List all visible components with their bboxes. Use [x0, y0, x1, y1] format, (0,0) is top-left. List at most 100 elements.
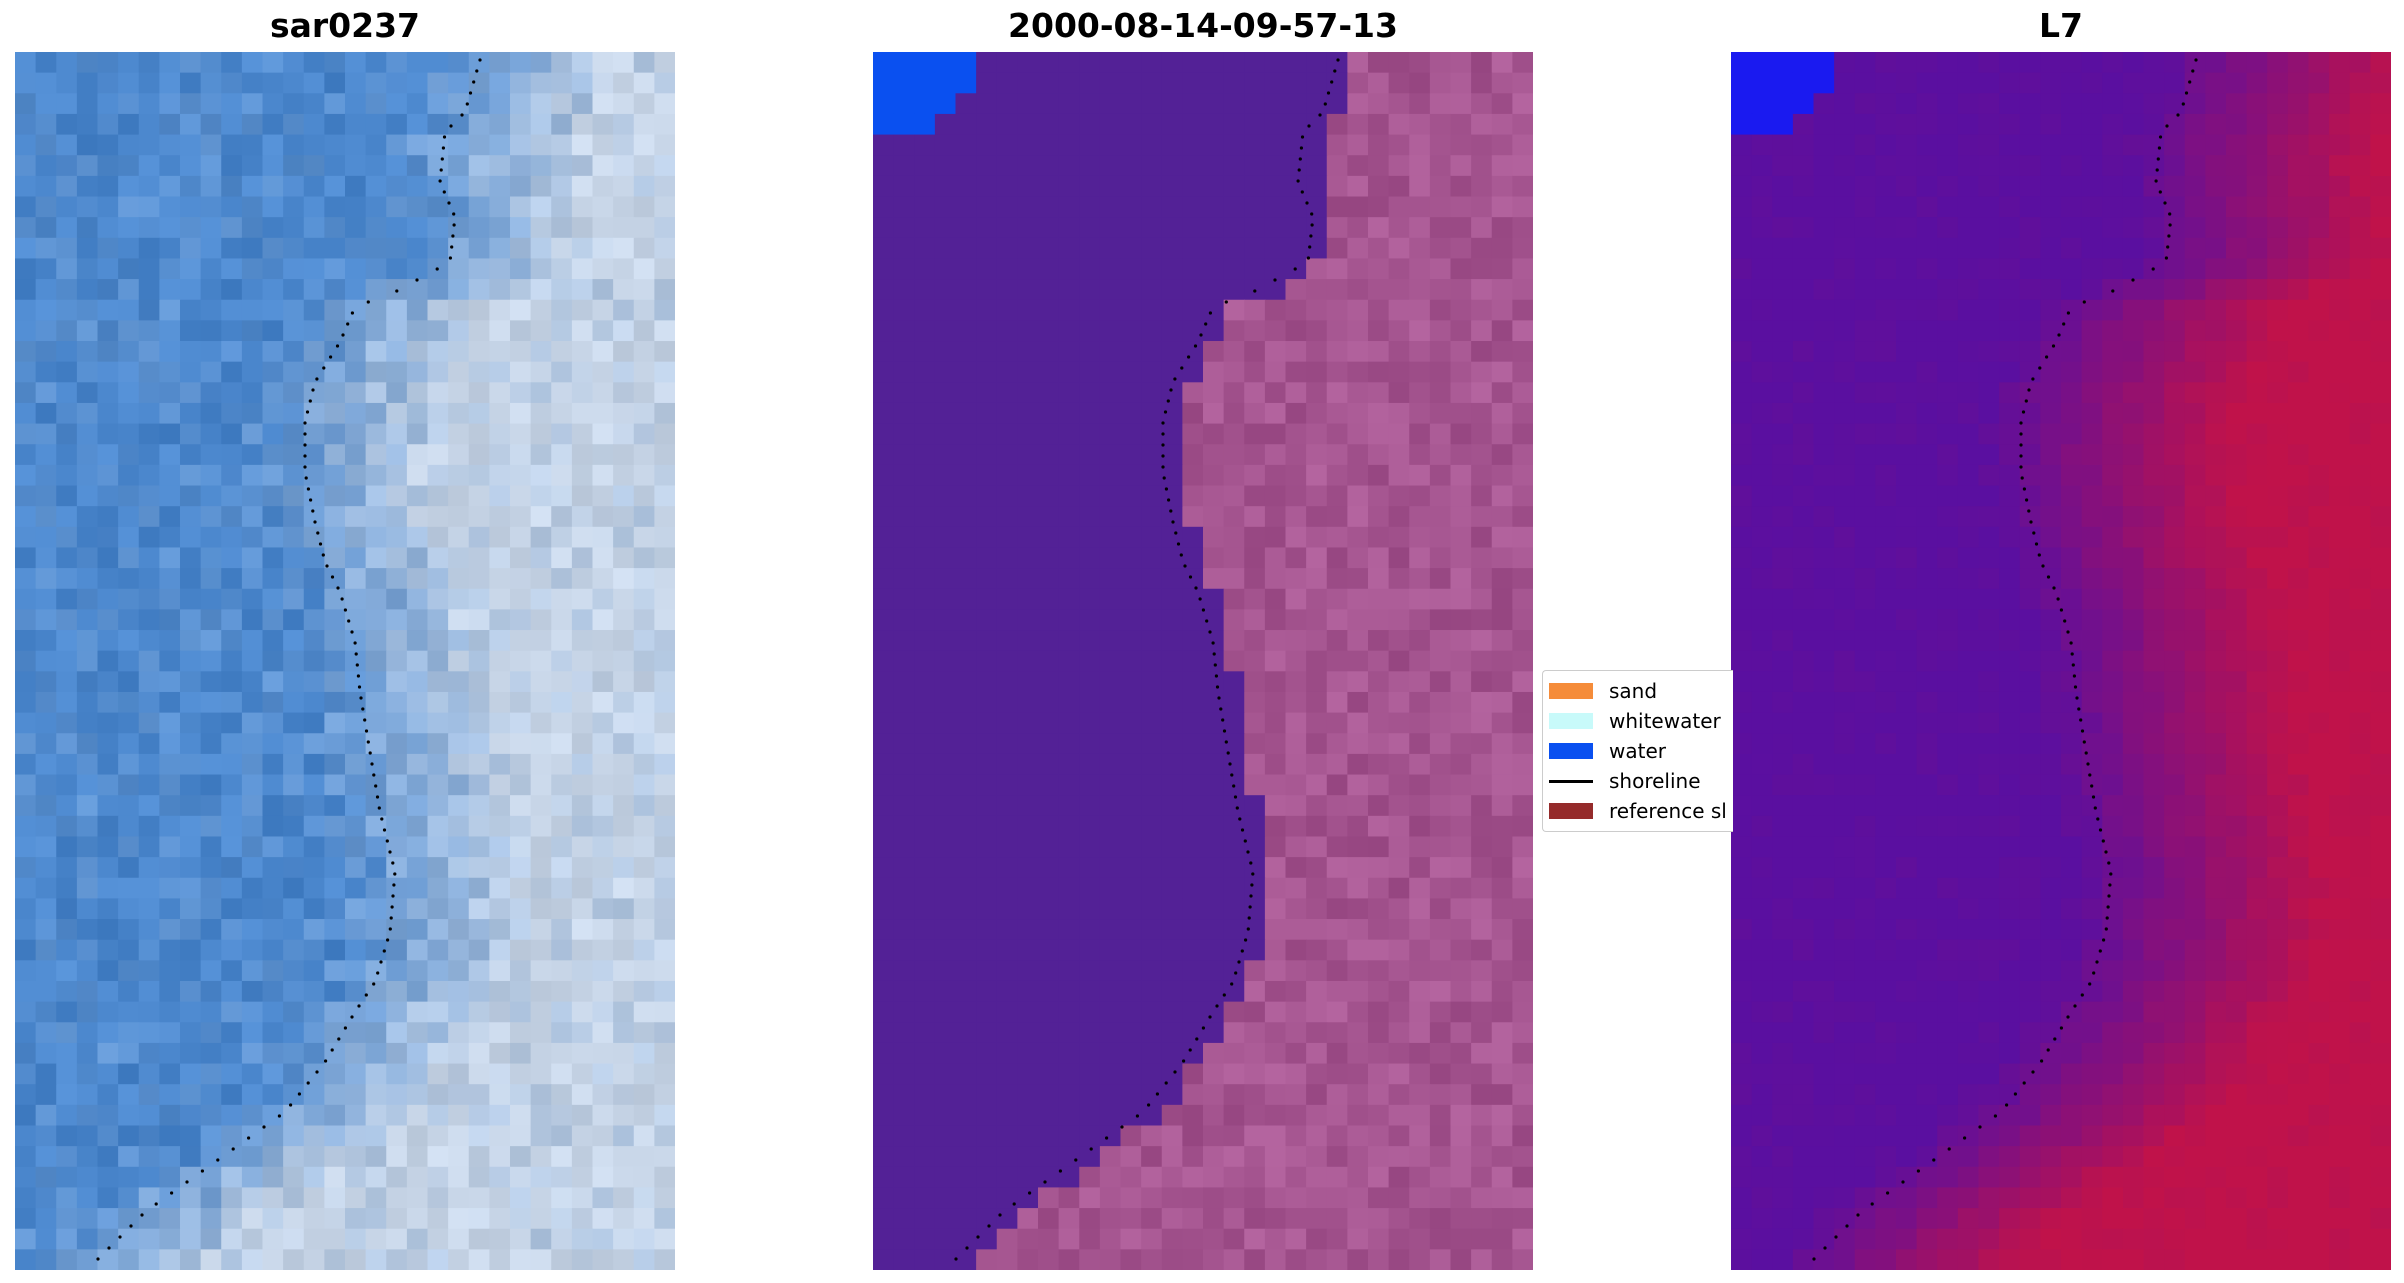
pixel-cell — [2081, 547, 2103, 569]
shoreline-point — [391, 894, 395, 898]
pixel-cell — [345, 402, 367, 425]
pixel-cell — [510, 175, 532, 198]
pixel-cell — [241, 134, 264, 156]
shoreline-point — [1221, 718, 1225, 722]
pixel-cell — [406, 402, 429, 425]
pixel-cell — [592, 877, 614, 899]
pixel-cell — [571, 134, 594, 156]
pixel-cell — [1120, 671, 1142, 693]
pixel-cell — [406, 175, 429, 198]
pixel-cell — [530, 1249, 552, 1270]
pixel-cell — [1120, 299, 1142, 321]
pixel-cell — [654, 877, 675, 899]
pixel-cell — [1038, 774, 1060, 796]
pixel-cell — [1429, 506, 1452, 528]
pixel-cell — [1450, 691, 1472, 714]
pixel-cell — [1285, 857, 1307, 879]
pixel-cell — [1491, 795, 1513, 817]
pixel-cell — [551, 960, 573, 982]
pixel-cell — [468, 733, 490, 755]
pixel-cell — [1079, 237, 1101, 260]
pixel-cell — [2102, 547, 2124, 569]
pixel-cell — [406, 1001, 429, 1023]
pixel-cell — [2329, 382, 2351, 404]
pixel-cell — [1731, 588, 1753, 610]
pixel-cell — [1999, 134, 2021, 156]
pixel-cell — [56, 196, 78, 218]
pixel-cell — [448, 279, 470, 301]
pixel-cell — [996, 506, 1018, 528]
pixel-cell — [2081, 485, 2103, 507]
pixel-cell — [2287, 134, 2310, 156]
pixel-cell — [97, 712, 119, 734]
pixel-cell — [56, 547, 78, 569]
pixel-cell — [35, 155, 57, 177]
pixel-cell — [468, 299, 490, 321]
pixel-cell — [1813, 650, 1835, 672]
pixel-cell — [365, 960, 387, 982]
pixel-cell — [1079, 299, 1101, 321]
pixel-cell — [893, 1001, 915, 1023]
pixel-cell — [303, 980, 325, 1003]
pixel-cell — [976, 423, 998, 445]
pixel-cell — [1388, 733, 1410, 755]
pixel-cell — [118, 1042, 140, 1065]
pixel-cell — [1120, 588, 1142, 610]
pixel-cell — [1264, 712, 1287, 734]
pixel-cell — [1141, 630, 1163, 652]
pixel-cell — [2081, 134, 2103, 156]
pixel-cell — [1368, 753, 1390, 776]
pixel-cell — [976, 1125, 998, 1147]
pixel-cell — [1038, 630, 1060, 652]
pixel-cell — [654, 919, 675, 941]
pixel-cell — [592, 1166, 614, 1189]
pixel-cell — [283, 630, 305, 652]
pixel-cell — [15, 1166, 37, 1189]
pixel-cell — [118, 361, 140, 383]
shoreline-point — [382, 949, 386, 953]
pixel-cell — [551, 919, 573, 941]
pixel-cell — [2102, 609, 2124, 631]
pixel-cell — [1429, 960, 1452, 982]
pixel-cell — [76, 919, 99, 941]
pixel-cell — [592, 712, 614, 734]
pixel-cell — [1450, 258, 1472, 280]
pixel-cell — [1471, 795, 1493, 817]
pixel-cell — [97, 1187, 119, 1209]
pixel-cell — [1120, 485, 1142, 507]
pixel-cell — [2205, 196, 2227, 218]
pixel-cell — [1079, 1084, 1101, 1106]
pixel-cell — [1017, 939, 1039, 961]
pixel-cell — [221, 733, 243, 755]
pixel-cell — [97, 361, 119, 383]
pixel-cell — [2308, 506, 2330, 528]
pixel-cell — [448, 1022, 470, 1044]
pixel-cell — [262, 217, 284, 239]
pixel-cell — [1896, 299, 1918, 321]
shoreline-point — [452, 212, 456, 216]
pixel-cell — [262, 320, 284, 342]
pixel-cell — [283, 815, 305, 838]
pixel-cell — [1813, 93, 1835, 115]
pixel-cell — [1450, 506, 1472, 528]
pixel-cell — [1388, 113, 1410, 136]
pixel-cell — [530, 609, 552, 631]
pixel-cell — [1058, 320, 1080, 342]
pixel-cell — [2287, 299, 2310, 321]
pixel-cell — [1120, 960, 1142, 982]
pixel-cell — [934, 795, 957, 817]
pixel-cell — [56, 382, 78, 404]
pixel-cell — [1409, 753, 1431, 776]
pixel-cell — [1099, 691, 1122, 714]
pixel-cell — [1512, 1146, 1533, 1168]
pixel-cell — [118, 196, 140, 218]
pixel-cell — [35, 980, 57, 1003]
pixel-cell — [1326, 1187, 1348, 1209]
pixel-cell — [468, 795, 490, 817]
pixel-cell — [1285, 650, 1307, 672]
pixel-cell — [1244, 382, 1266, 404]
shoreline-point — [1234, 971, 1238, 975]
pixel-cell — [571, 1063, 594, 1085]
pixel-cell — [571, 815, 594, 838]
pixel-cell — [1368, 980, 1390, 1003]
